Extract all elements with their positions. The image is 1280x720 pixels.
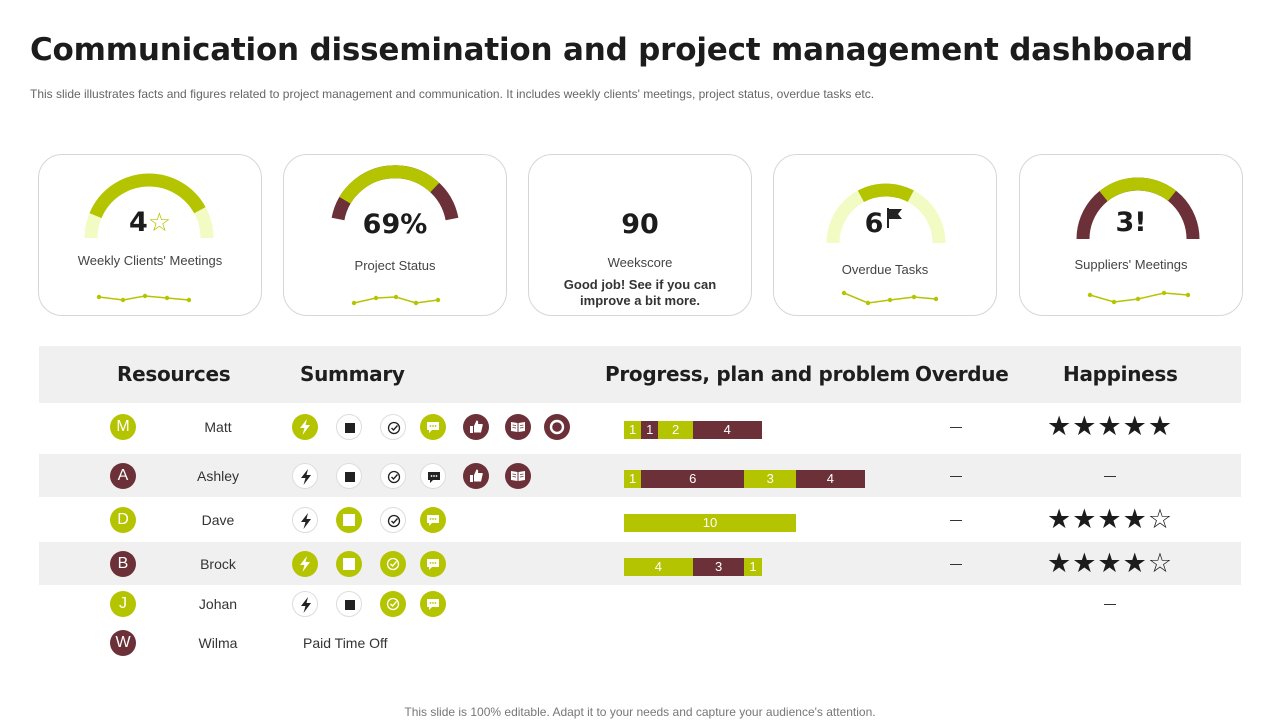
bolt-icon bbox=[292, 551, 318, 577]
resource-name: Ashley bbox=[196, 468, 240, 484]
check-circle-icon bbox=[380, 414, 406, 440]
progress-segment: 2 bbox=[658, 421, 693, 439]
kpi-weekscore-value: 90 bbox=[621, 209, 659, 240]
progress-segment: 3 bbox=[692, 558, 745, 576]
progress-segment: 6 bbox=[641, 470, 745, 488]
resource-name: Wilma bbox=[198, 635, 238, 651]
progress-segment: 4 bbox=[624, 558, 693, 576]
overdue-dash bbox=[950, 564, 962, 565]
book-icon bbox=[505, 414, 531, 440]
progress-segment: 1 bbox=[744, 558, 762, 576]
kpi-weekscore-label: Weekscore bbox=[607, 255, 673, 270]
overdue-dash bbox=[950, 427, 962, 428]
chat-icon bbox=[420, 591, 446, 617]
avatar: J bbox=[110, 591, 136, 617]
progress-segment: 1 bbox=[624, 421, 642, 439]
kpi-weekscore-note: Good job! See if you can improve a bit m… bbox=[563, 277, 717, 308]
kpi-overdue-label: Overdue Tasks bbox=[841, 262, 929, 277]
gauge-meetings bbox=[84, 173, 214, 239]
header-happiness: Happiness bbox=[1063, 362, 1178, 386]
overdue-dash bbox=[950, 476, 962, 477]
chat-icon bbox=[420, 414, 446, 440]
progress-segment: 4 bbox=[796, 470, 865, 488]
happiness-stars: ★★★★☆ bbox=[1047, 548, 1174, 579]
resource-name: Johan bbox=[198, 596, 238, 612]
check-circle-icon bbox=[380, 551, 406, 577]
kpi-meetings-value: 4☆ bbox=[128, 207, 172, 238]
happiness-stars: ★★★★★ bbox=[1047, 411, 1174, 442]
check-circle-icon bbox=[380, 463, 406, 489]
check-circle-icon bbox=[380, 591, 406, 617]
overdue-dash bbox=[950, 520, 962, 521]
stop-square-icon bbox=[336, 507, 362, 533]
check-circle-icon bbox=[380, 507, 406, 533]
chat-icon bbox=[420, 463, 446, 489]
stop-square-icon bbox=[336, 551, 362, 577]
kpi-overdue-value: 6 bbox=[774, 208, 996, 239]
avatar: W bbox=[110, 630, 136, 656]
sparkline-meetings bbox=[96, 293, 192, 303]
gauge-status bbox=[331, 165, 459, 221]
kpi-card-overdue: 6 Overdue Tasks bbox=[773, 154, 997, 316]
thumbs-up-icon bbox=[463, 414, 489, 440]
footer-note: This slide is 100% editable. Adapt it to… bbox=[404, 705, 876, 719]
stop-square-icon bbox=[336, 463, 362, 489]
resource-name: Dave bbox=[201, 512, 235, 528]
kpi-status-label: Project Status bbox=[354, 258, 436, 273]
header-summary: Summary bbox=[300, 362, 405, 386]
progress-segment: 10 bbox=[624, 514, 796, 532]
kpi-status-value: 69% bbox=[362, 209, 428, 240]
progress-segment: 1 bbox=[641, 421, 659, 439]
bolt-icon bbox=[292, 507, 318, 533]
thumbs-up-icon bbox=[463, 463, 489, 489]
happiness-dash bbox=[1104, 476, 1116, 477]
table-header: Resources Summary Progress, plan and pro… bbox=[39, 346, 1241, 403]
sparkline-suppliers bbox=[1087, 290, 1191, 305]
star-outline-icon: ☆ bbox=[147, 208, 172, 238]
paid-time-off-text: Paid Time Off bbox=[303, 635, 388, 651]
kpi-card-meetings: 4☆ Weekly Clients' Meetings bbox=[38, 154, 262, 316]
chat-icon bbox=[420, 507, 446, 533]
kpi-card-status: 69% Project Status bbox=[283, 154, 507, 316]
avatar: B bbox=[110, 551, 136, 577]
gauge-suppliers bbox=[1076, 177, 1200, 240]
page-title: Communication dissemination and project … bbox=[30, 32, 1193, 68]
bolt-icon bbox=[292, 414, 318, 440]
header-progress: Progress, plan and problem bbox=[605, 362, 910, 386]
chat-icon bbox=[420, 551, 446, 577]
header-resources: Resources bbox=[117, 362, 231, 386]
header-overdue: Overdue bbox=[915, 362, 1009, 386]
book-icon bbox=[505, 463, 531, 489]
bolt-icon bbox=[292, 591, 318, 617]
ring-icon bbox=[544, 414, 570, 440]
kpi-suppliers-value: 3! bbox=[1115, 207, 1147, 238]
progress-segment: 3 bbox=[744, 470, 796, 488]
page-subtitle: This slide illustrates facts and figures… bbox=[30, 87, 875, 101]
kpi-meetings-label: Weekly Clients' Meetings bbox=[77, 253, 223, 268]
resource-name: Brock bbox=[200, 556, 236, 572]
bolt-icon bbox=[292, 463, 318, 489]
sparkline-status bbox=[351, 294, 441, 306]
resource-name: Matt bbox=[204, 419, 232, 435]
progress-segment: 1 bbox=[624, 470, 642, 488]
happiness-stars: ★★★★☆ bbox=[1047, 504, 1174, 535]
stop-square-icon bbox=[336, 591, 362, 617]
progress-segment: 4 bbox=[692, 421, 762, 439]
kpi-suppliers-label: Suppliers' Meetings bbox=[1074, 257, 1188, 272]
avatar: D bbox=[110, 507, 136, 533]
avatar: A bbox=[110, 463, 136, 489]
gauge-overdue bbox=[826, 183, 946, 244]
avatar: M bbox=[110, 414, 136, 440]
sparkline-overdue bbox=[841, 290, 939, 306]
kpi-card-suppliers: 3! Suppliers' Meetings bbox=[1019, 154, 1243, 316]
happiness-dash bbox=[1104, 604, 1116, 605]
stop-square-icon bbox=[336, 414, 362, 440]
flag-icon bbox=[887, 208, 903, 228]
kpi-card-weekscore: 90 Weekscore Good job! See if you can im… bbox=[528, 154, 752, 316]
